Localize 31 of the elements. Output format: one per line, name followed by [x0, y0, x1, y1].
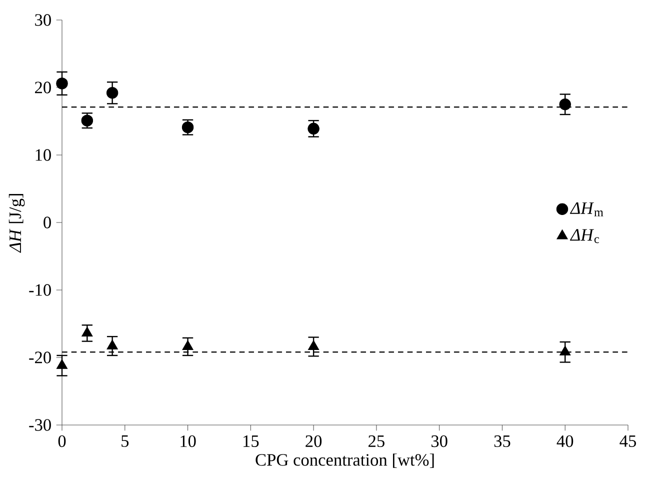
x-tick-label: 40: [556, 435, 574, 448]
point: [56, 359, 68, 369]
point: [56, 78, 68, 90]
x-tick-label: 25: [368, 435, 384, 448]
y-tick-label: 20: [35, 82, 51, 94]
y-axis-title: ΔH [J/g]: [8, 194, 25, 253]
point: [81, 114, 94, 126]
x-tick-label: 5: [122, 435, 129, 447]
point: [106, 340, 118, 350]
y-tick-label: -20: [29, 352, 51, 364]
x-tick-label: 35: [494, 435, 510, 448]
x-tick-label: 15: [244, 435, 259, 447]
y-tick-label: 10: [36, 149, 51, 161]
x-tick-label: 30: [432, 435, 448, 448]
point: [560, 346, 571, 356]
legend-label: ΔH$_{m}$: [570, 202, 604, 216]
y-tick-label: -30: [29, 419, 51, 431]
point: [559, 98, 571, 110]
x-tick-label: 10: [180, 435, 196, 448]
point: [106, 87, 118, 99]
y-tick-label: 0: [44, 216, 51, 228]
point: [308, 340, 320, 350]
y-tick-label: -10: [29, 284, 51, 296]
point: [308, 122, 320, 135]
x-axis-title: CPG concentration [wt%]: [256, 454, 434, 468]
point: [182, 340, 194, 350]
x-tick-label: 20: [306, 435, 322, 448]
y-tick-label: 30: [35, 14, 51, 26]
x-tick-label: 0: [58, 435, 66, 448]
legend-label: ΔH$_{c}$: [570, 229, 599, 244]
x-tick-label: 45: [620, 435, 636, 447]
